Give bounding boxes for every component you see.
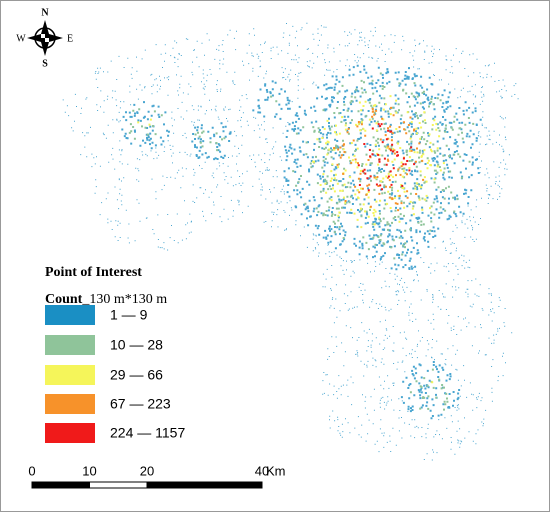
compass-center	[41, 34, 45, 38]
legend-unit: _130 m*130 m	[81, 292, 167, 307]
legend-swatch	[45, 394, 95, 414]
scale-tick-label: 40	[255, 463, 269, 478]
legend-label: 1 — 9	[110, 307, 148, 323]
legend-swatch	[45, 305, 95, 325]
poi-cells	[357, 123, 416, 192]
scale-tick-label: 10	[82, 463, 96, 478]
legend: 1 — 9 10 — 28 29 — 66 67 — 223 224 — 1157	[45, 305, 185, 443]
compass-center	[45, 38, 49, 42]
compass-w: W	[16, 33, 26, 44]
compass: N S W E	[16, 7, 73, 69]
legend-label: 29 — 66	[110, 367, 163, 383]
compass-s: S	[42, 58, 48, 69]
legend-swatch	[45, 423, 95, 443]
scale-unit: Km	[266, 463, 286, 478]
legend-count: Count	[45, 292, 83, 307]
scale-tick-label: 0	[28, 463, 35, 478]
poi-density-map	[62, 22, 519, 461]
legend-title: Point of Interest	[45, 265, 142, 280]
legend-label: 10 — 28	[110, 337, 163, 353]
legend-subtitle: Count_130 m*130 m	[45, 292, 167, 307]
legend-label: 67 — 223	[110, 396, 171, 412]
poi-cells	[62, 22, 519, 461]
scale-segment	[89, 481, 148, 489]
legend-swatch	[45, 335, 95, 355]
scale-segment	[146, 481, 263, 489]
legend-swatch	[45, 365, 95, 385]
scale-segment	[31, 481, 90, 489]
legend-label: 224 — 1157	[110, 425, 185, 441]
scale-tick-label: 20	[140, 463, 154, 478]
compass-e: E	[67, 33, 73, 44]
compass-n: N	[41, 7, 49, 18]
